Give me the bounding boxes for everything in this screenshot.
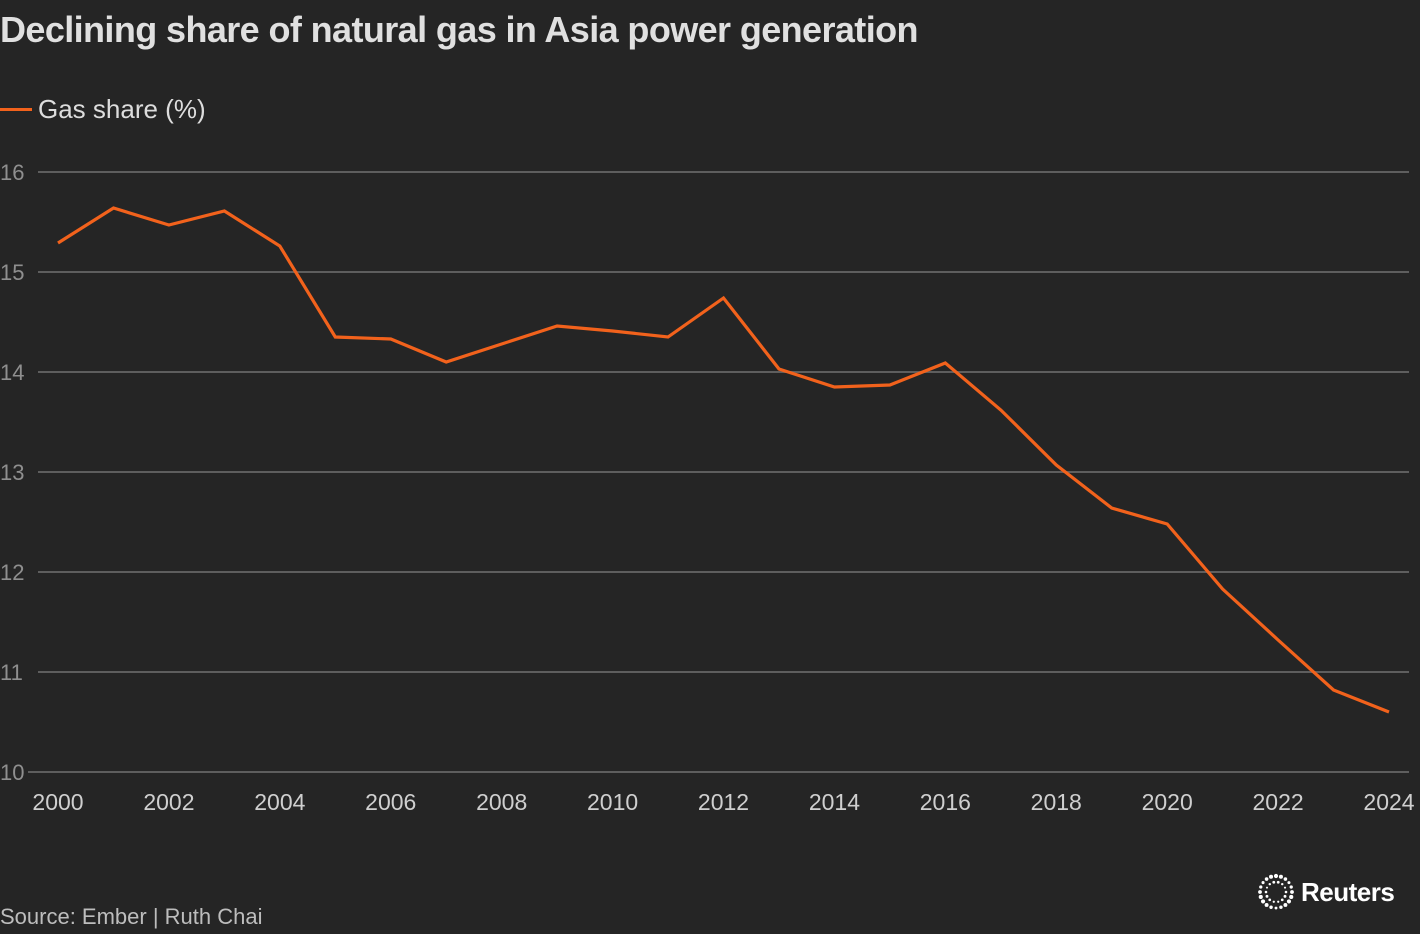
chart-title: Declining share of natural gas in Asia p… (0, 9, 918, 50)
logo-dot (1269, 905, 1273, 909)
logo-dot (1279, 905, 1283, 909)
logo-dot (1273, 873, 1279, 879)
logo-dot (1283, 886, 1287, 889)
logo-dot (1265, 894, 1269, 898)
logo-dot (1289, 894, 1294, 900)
x-tick-label: 2004 (254, 789, 305, 815)
x-tick-label: 2010 (587, 789, 638, 815)
x-tick-label: 2016 (920, 789, 971, 815)
logo-dot (1278, 874, 1283, 879)
x-tick-label: 2012 (698, 789, 749, 815)
source-note: Source: Ember | Ruth Chai (0, 904, 263, 929)
y-tick-label: 15 (0, 260, 24, 285)
series-line-gas-share (57, 206, 1390, 714)
legend: Gas share (%) (0, 94, 206, 125)
logo-dot (1268, 882, 1271, 886)
y-tick-label: 13 (0, 460, 24, 485)
y-tick-label: 14 (0, 360, 24, 385)
logo-dot (1258, 894, 1263, 899)
brand-name: Reuters (1301, 876, 1395, 907)
logo-dot (1258, 890, 1262, 894)
logo-dot (1264, 890, 1268, 894)
logo-dot (1260, 899, 1266, 904)
logo-dot (1283, 877, 1288, 881)
logo-dot (1261, 881, 1265, 885)
logo-dot (1290, 890, 1294, 894)
logo-dot (1280, 898, 1284, 902)
x-tick-label: 2022 (1252, 789, 1303, 815)
logo-dot (1268, 898, 1272, 902)
x-tick-label: 2006 (365, 789, 416, 815)
series-lines (57, 206, 1390, 714)
legend-label-gas-share: Gas share (%) (38, 94, 206, 124)
logo-dot (1281, 882, 1284, 886)
logo-dot (1265, 886, 1269, 889)
logo-dot (1272, 880, 1276, 884)
logo-dot (1289, 885, 1293, 889)
logo-dot (1272, 900, 1275, 903)
logo-dot (1287, 881, 1291, 885)
x-tick-label: 2008 (476, 789, 527, 815)
logo-dot (1259, 885, 1263, 889)
x-tick-label: 2014 (809, 789, 860, 815)
y-tick-label: 16 (0, 160, 24, 185)
x-tick-label: 2018 (1031, 789, 1082, 815)
logo-dot (1284, 890, 1288, 894)
logo-dot (1264, 877, 1269, 881)
x-tick-label: 2000 (32, 789, 83, 815)
x-tick-labels: 2000 2002 2004 2006 2008 2010 2012 2014 2016 2018… (32, 789, 1414, 815)
y-tick-label: 11 (0, 660, 23, 685)
x-tick-label: 2020 (1142, 789, 1193, 815)
logo-dot (1269, 874, 1274, 879)
x-tick-label: 2002 (143, 789, 194, 815)
logo-dot (1283, 894, 1287, 898)
gridlines (28, 171, 1409, 773)
y-tick-labels: 10 11 12 13 14 15 16 (0, 160, 24, 785)
logo-dot (1264, 902, 1269, 907)
logo-dot (1283, 902, 1288, 907)
logo-dot (1274, 906, 1278, 910)
y-tick-label: 10 (0, 760, 24, 785)
reuters-dots-icon (1258, 873, 1294, 910)
y-tick-label: 12 (0, 560, 24, 585)
legend-swatch-gas-share (0, 108, 32, 111)
logo-dot (1276, 880, 1280, 884)
reuters-logo: Reuters (1257, 873, 1395, 911)
x-tick-label: 2024 (1363, 789, 1414, 815)
logo-dot (1277, 900, 1280, 903)
logo-dot (1286, 899, 1292, 904)
